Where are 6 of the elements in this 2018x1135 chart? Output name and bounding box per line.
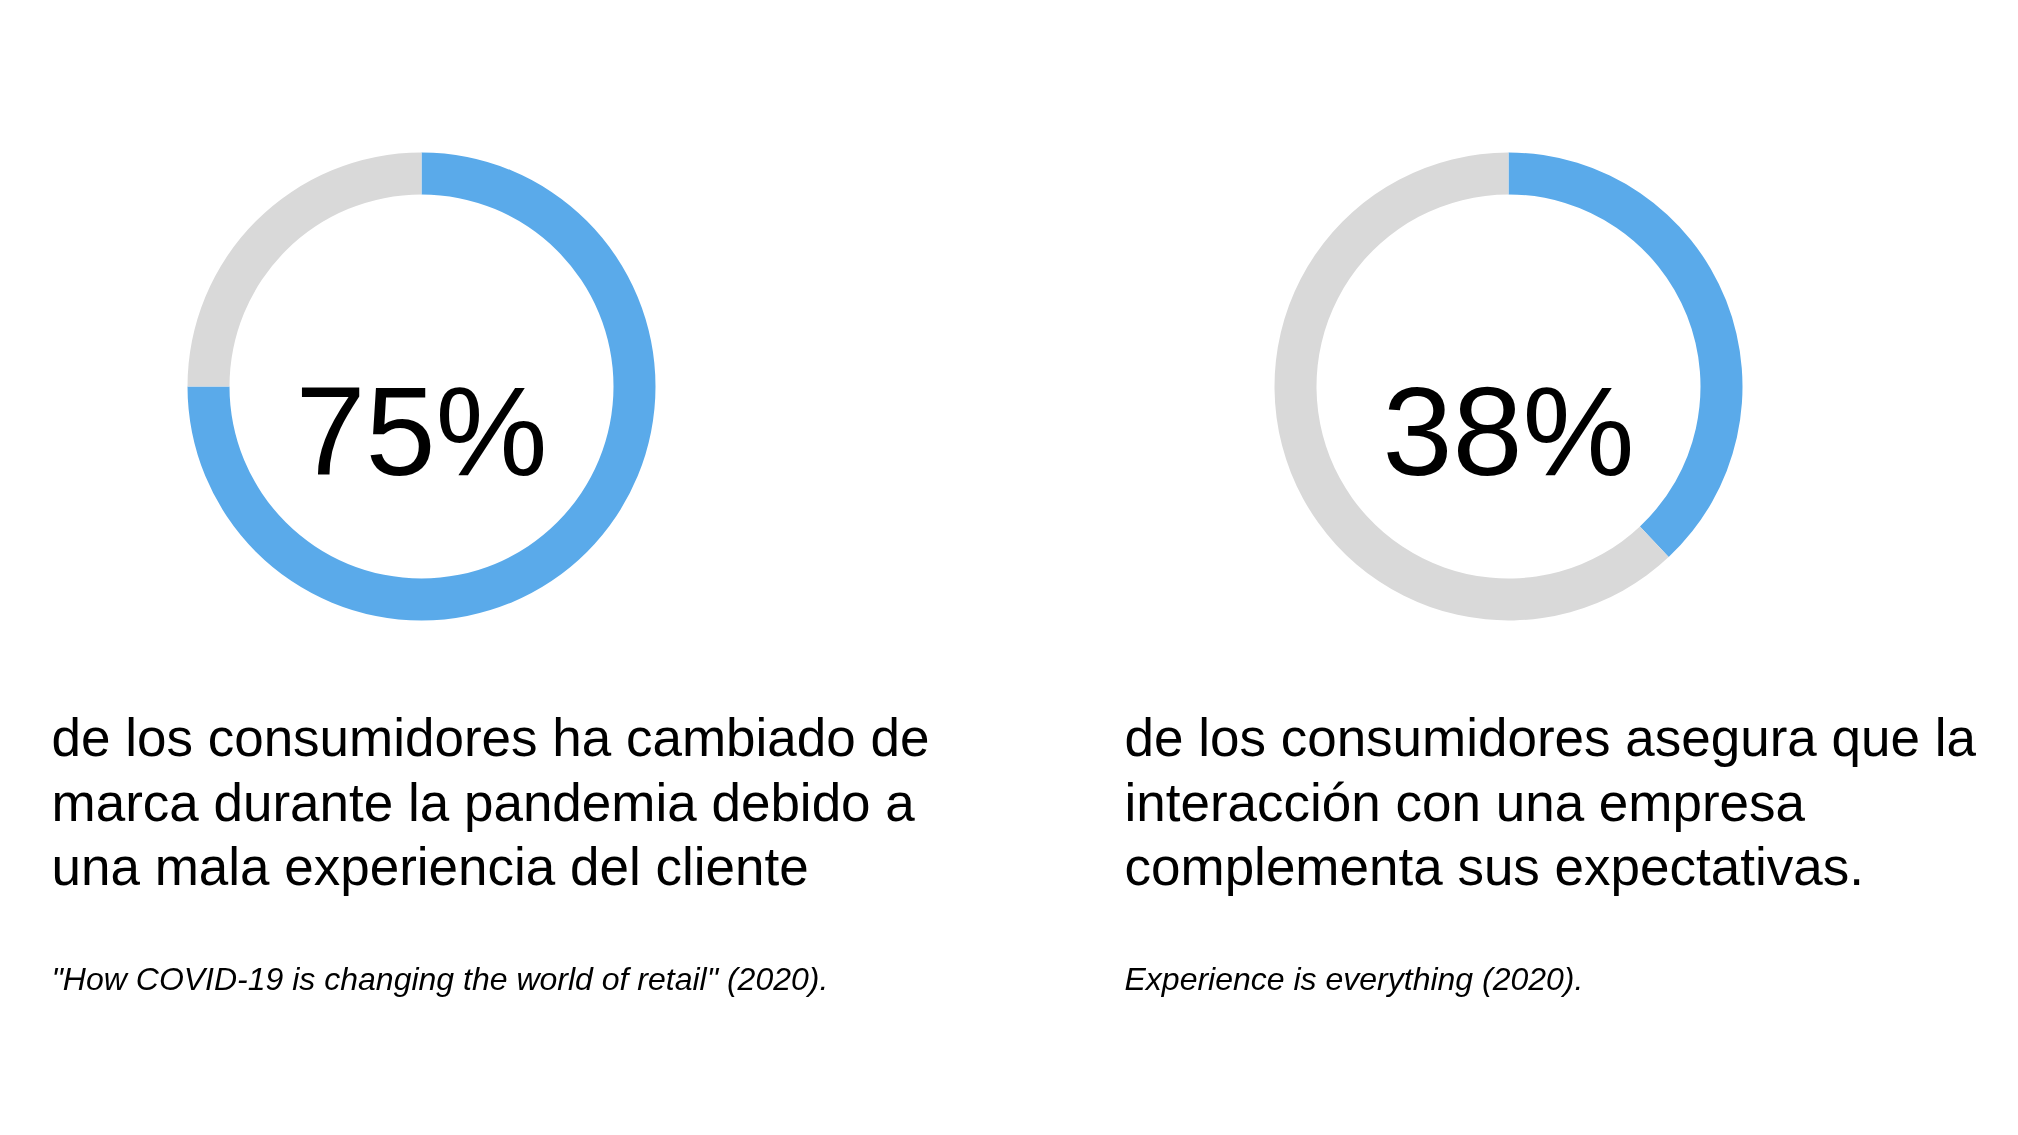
text: de los consumidores ha cambiado de marca durante la pandemia debido a una mala experiencia del cliente [51, 708, 930, 896]
text: 75% [295, 361, 548, 503]
text: Experience is everything (2020). [1124, 960, 1584, 997]
text: de los consumidores asegura que la interacción con una empresa complementa sus expectativas. [1124, 708, 1977, 896]
text: "How COVID-19 is changing the world of retail" (2020). [51, 960, 829, 997]
text: 38% [1382, 361, 1635, 503]
